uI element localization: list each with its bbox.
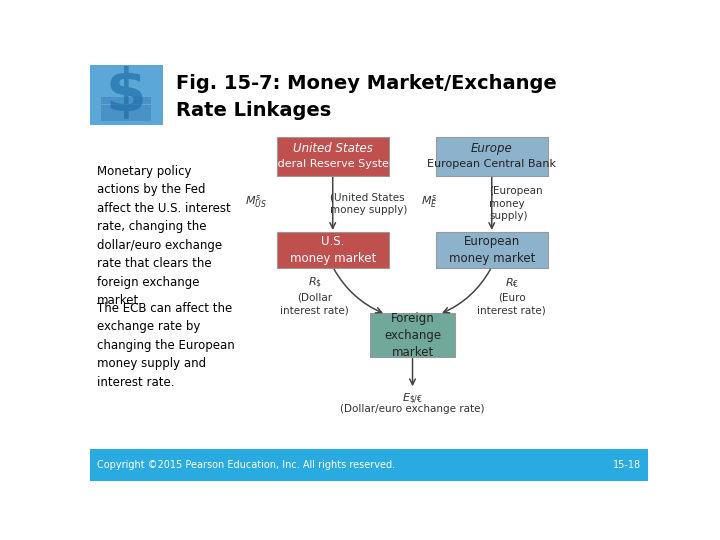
Text: (Euro
interest rate): (Euro interest rate) [477, 293, 546, 315]
Text: $: $ [106, 66, 147, 123]
Text: Copyright ©2015 Pearson Education, Inc. All rights reserved.: Copyright ©2015 Pearson Education, Inc. … [96, 460, 395, 470]
Text: U.S.
money market: U.S. money market [289, 235, 376, 265]
Text: The ECB can affect the
exchange rate by
changing the European
money supply and
i: The ECB can affect the exchange rate by … [97, 302, 235, 389]
Text: $R_\$$: $R_\$$ [308, 275, 322, 291]
Text: European Central Bank: European Central Bank [427, 159, 557, 169]
Text: Foreign
exchange
market: Foreign exchange market [384, 312, 441, 359]
Text: $M^s_{US}$: $M^s_{US}$ [245, 193, 267, 210]
Text: Europe: Europe [471, 143, 513, 156]
Text: Fig. 15-7: Money Market/Exchange: Fig. 15-7: Money Market/Exchange [176, 74, 557, 93]
FancyBboxPatch shape [90, 449, 648, 481]
FancyBboxPatch shape [436, 137, 548, 176]
Text: Rate Linkages: Rate Linkages [176, 101, 332, 120]
Text: 15-18: 15-18 [613, 460, 642, 470]
Text: (United States
money supply): (United States money supply) [330, 192, 408, 215]
FancyBboxPatch shape [276, 137, 389, 176]
Text: (Dollar
interest rate): (Dollar interest rate) [281, 293, 349, 315]
Text: United States: United States [293, 143, 373, 156]
FancyBboxPatch shape [101, 113, 151, 121]
Text: Federal Reserve System: Federal Reserve System [266, 159, 400, 169]
Text: Monetary policy
actions by the Fed
affect the U.S. interest
rate, changing the
d: Monetary policy actions by the Fed affec… [97, 165, 231, 307]
FancyBboxPatch shape [436, 232, 548, 268]
FancyBboxPatch shape [90, 65, 163, 125]
Text: $R_€$: $R_€$ [505, 276, 519, 290]
FancyBboxPatch shape [276, 232, 389, 268]
FancyBboxPatch shape [101, 105, 151, 113]
Text: $M^s_E$: $M^s_E$ [420, 193, 437, 210]
FancyBboxPatch shape [101, 97, 151, 104]
Text: (Dollar/euro exchange rate): (Dollar/euro exchange rate) [341, 404, 485, 414]
Text: European
money market: European money market [449, 235, 535, 265]
Text: $E_{\$/€}$: $E_{\$/€}$ [402, 392, 423, 408]
Text: (European
money
supply): (European money supply) [489, 186, 543, 221]
FancyBboxPatch shape [369, 313, 456, 357]
